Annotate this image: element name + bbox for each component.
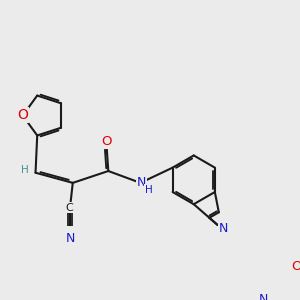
Text: N: N bbox=[65, 232, 75, 245]
Text: O: O bbox=[17, 108, 28, 122]
Text: C: C bbox=[66, 202, 74, 213]
Text: N: N bbox=[137, 176, 146, 189]
Text: H: H bbox=[21, 165, 28, 175]
Text: N: N bbox=[219, 222, 228, 236]
Text: H: H bbox=[145, 185, 153, 195]
Text: O: O bbox=[101, 135, 112, 148]
Text: N: N bbox=[259, 293, 268, 300]
Text: O: O bbox=[291, 260, 300, 273]
